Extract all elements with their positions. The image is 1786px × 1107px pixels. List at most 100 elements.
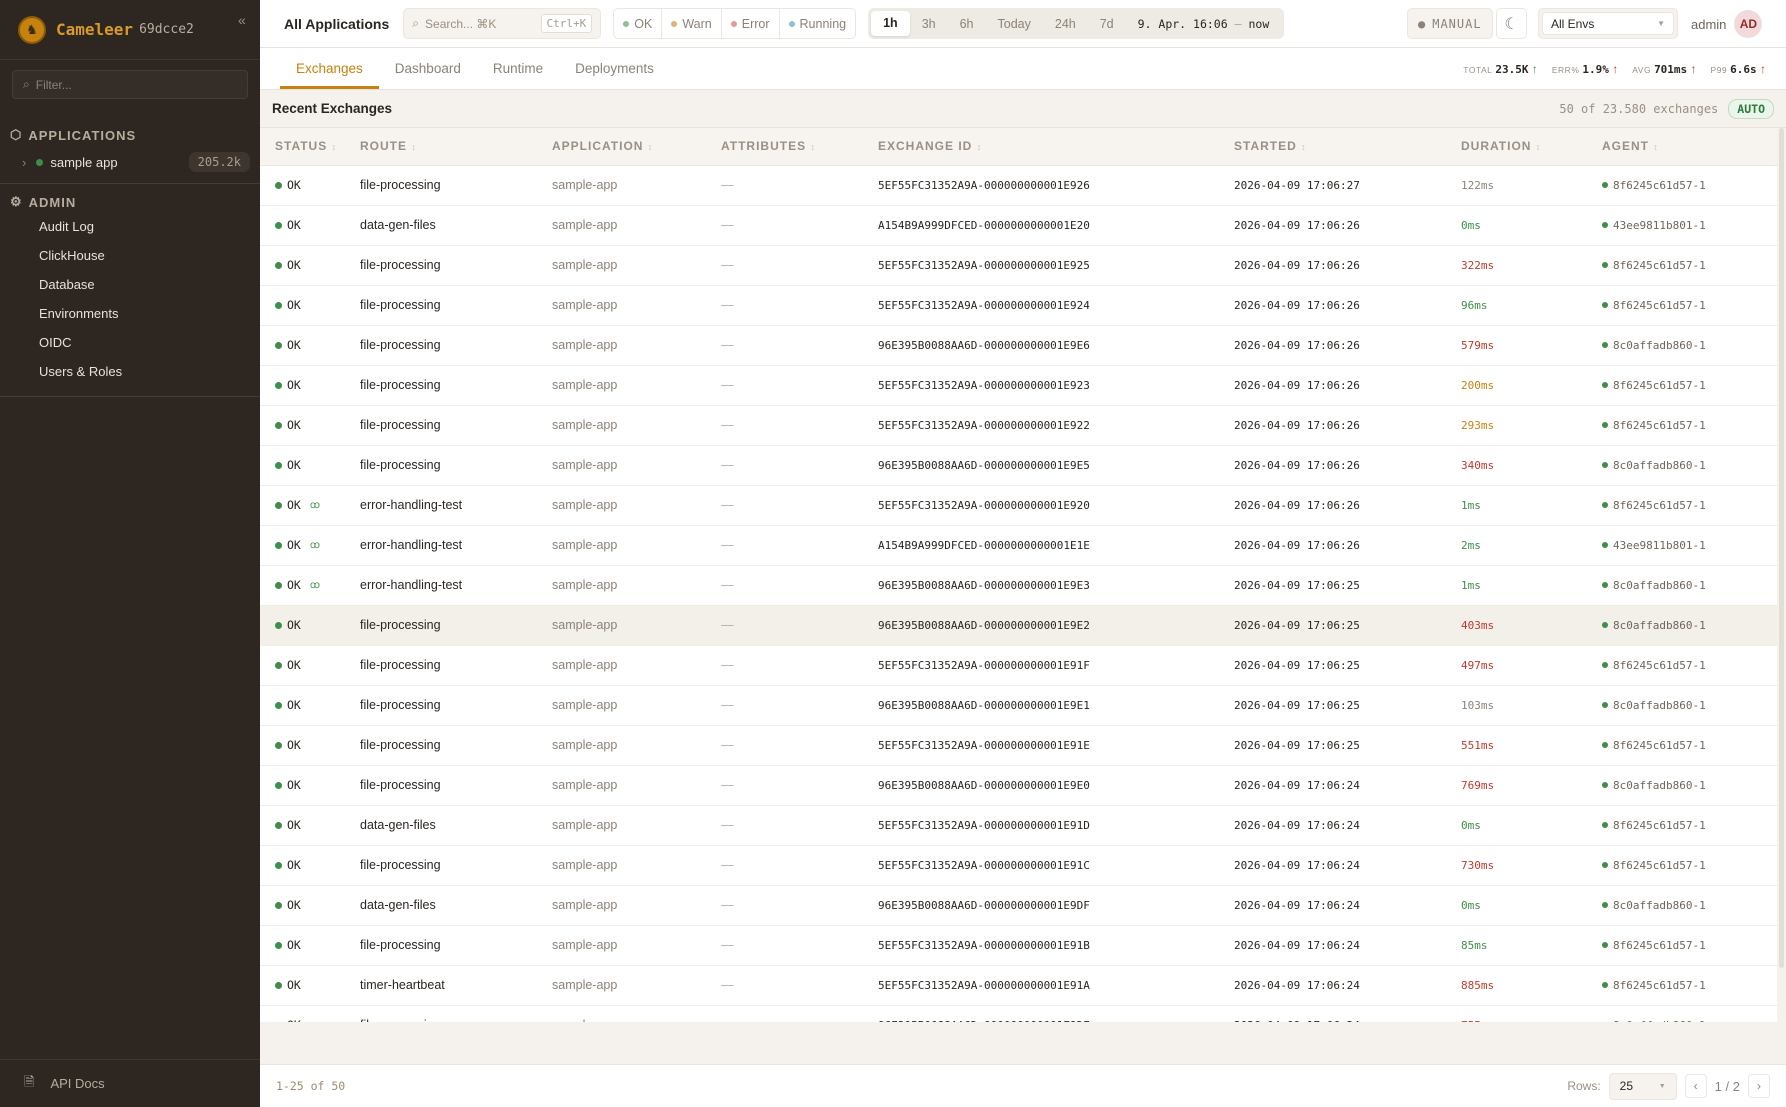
brand[interactable]: ♞ Cameleer 69dcce2: [0, 0, 260, 60]
status-filter-running[interactable]: Running: [780, 9, 856, 38]
table-row[interactable]: OK file-processing sample-app —5EF55FC31352…: [260, 365, 1777, 406]
chevron-right-icon[interactable]: ›: [22, 154, 27, 170]
auto-refresh-badge[interactable]: AUTO: [1728, 98, 1774, 119]
sidebar-item-oidc[interactable]: OIDC: [39, 335, 72, 350]
cell-status: OK: [260, 765, 345, 806]
table-scrollbar[interactable]: [1779, 128, 1784, 968]
sidebar-app-sample-app[interactable]: › sample app 205.2k: [22, 151, 250, 173]
table-row[interactable]: OK data-gen-files sample-app — A154B9A999DFC…: [260, 205, 1777, 246]
next-page-button[interactable]: ›: [1748, 1074, 1770, 1098]
document-icon: 🗎: [24, 1073, 35, 1089]
table-row[interactable]: OK data-gen-files sample-app —5EF55FC31352A…: [260, 805, 1777, 846]
time-range-6h[interactable]: 6h: [959, 16, 974, 31]
status-filter-warn[interactable]: Warn: [662, 9, 722, 38]
avatar[interactable]: AD: [1734, 10, 1763, 38]
custom-range[interactable]: 9. Apr. 16:06 – now: [1126, 17, 1282, 31]
prev-page-button[interactable]: ‹: [1684, 1074, 1707, 1098]
tab-runtime[interactable]: Runtime: [492, 61, 544, 76]
table-row[interactable]: OK file-processingsample-app—96E395B0088A…: [260, 1005, 1777, 1022]
column-header-route[interactable]: ROUTE ↕: [345, 128, 537, 166]
column-header-status[interactable]: STATUS ↕: [260, 128, 345, 166]
agent-name: 43ee9811b801-1: [1613, 218, 1706, 232]
table-row[interactable]: OK file-processing sample-app —5EF55FC31352…: [260, 925, 1777, 966]
column-header-attributes[interactable]: ATTRIBUTES ↕: [706, 128, 863, 166]
admin-section[interactable]: ⚙ ADMIN: [0, 184, 260, 210]
table-row[interactable]: OK ꝏ error-handling-test sample-app —96E395B…: [260, 565, 1777, 606]
column-header-agent[interactable]: AGENT ↕: [1587, 128, 1777, 166]
table-row[interactable]: OK file-processing sample-app —5EF55FC31352…: [260, 165, 1777, 206]
collapse-sidebar-icon[interactable]: «: [238, 12, 246, 28]
search-input[interactable]: ⌕ Search... ⌘K Ctrl+K: [403, 8, 602, 39]
sidebar-item-clickhouse[interactable]: ClickHouse: [39, 248, 105, 263]
status-dot-icon: [275, 901, 282, 909]
time-range-1h[interactable]: 1h: [871, 11, 910, 36]
cell-started: 2026-04-09 17:06:26: [1219, 365, 1446, 406]
column-header-duration[interactable]: DURATION ↕: [1446, 128, 1587, 166]
column-header-started[interactable]: STARTED ↕: [1219, 128, 1446, 166]
time-range-24h[interactable]: 24h: [1054, 16, 1076, 31]
table-row[interactable]: OK ꝏ error-handling-test sample-app — A154B9A…: [260, 525, 1777, 566]
admin-title: ADMIN: [28, 194, 77, 210]
cell-route: file-processing: [345, 445, 537, 486]
table-row[interactable]: OK file-processing sample-app —5EF55FC31352…: [260, 725, 1777, 766]
applications-section[interactable]: ⬡ APPLICATIONS: [0, 109, 260, 143]
time-range-3h[interactable]: 3h: [921, 16, 936, 31]
table-row[interactable]: OK data-gen-files sample-app —96E395B0088AA…: [260, 885, 1777, 926]
table-row[interactable]: OK file-processing sample-app —5EF55FC31352…: [260, 845, 1777, 886]
dot-icon: ●: [1418, 16, 1427, 31]
footprints-icon: ꝏ: [309, 499, 321, 511]
refresh-mode-button[interactable]: ● MANUAL: [1407, 8, 1493, 39]
cell-started: 2026-04-09 17:06:27: [1219, 165, 1446, 206]
brand-version: 69dcce2: [139, 22, 194, 37]
column-header-exchange-id[interactable]: EXCHANGE ID ↕: [863, 128, 1219, 166]
table-row[interactable]: OK file-processing sample-app —5EF55FC31352…: [260, 645, 1777, 686]
sidebar-item-audit-log[interactable]: Audit Log: [39, 219, 94, 234]
sidebar-item-environments[interactable]: Environments: [39, 306, 119, 321]
cell-attributes: —: [706, 685, 863, 726]
status-filter-ok[interactable]: OK: [614, 9, 663, 38]
theme-toggle-moon-icon[interactable]: ☾: [1496, 8, 1527, 39]
tab-exchanges[interactable]: Exchanges: [280, 48, 379, 89]
panel-header: Recent Exchanges 50 of 23.580 exchanges …: [260, 90, 1786, 128]
table-row[interactable]: OK file-processing sample-app —5EF55FC31352…: [260, 285, 1777, 326]
cell-duration: 322ms: [1446, 245, 1587, 286]
user-menu[interactable]: admin AD: [1691, 10, 1763, 38]
agent-status-dot-icon: [1602, 222, 1608, 228]
tab-dashboard[interactable]: Dashboard: [394, 61, 461, 76]
sidebar-item-users-roles[interactable]: Users & Roles: [39, 364, 123, 379]
cell-status: OK: [260, 605, 345, 646]
table-row[interactable]: OK file-processing sample-app —5EF55FC31352…: [260, 405, 1777, 446]
table-row[interactable]: OK timer-heartbeat sample-app —5EF55FC31352…: [260, 965, 1777, 1006]
cell-exchange-id: 5EF55FC31352A9A-000000000001E922: [863, 405, 1219, 446]
exchanges-table-container: STATUS ↕ ROUTE ↕ APPLICATION ↕ ATTRIBUTES ↕…: [260, 128, 1777, 1022]
cell-duration: 85ms: [1446, 925, 1587, 966]
cell-duration: 1ms: [1446, 485, 1587, 526]
cell-application: sample-app: [537, 525, 706, 566]
kpi-label: TOTAL: [1463, 64, 1493, 75]
time-range-today[interactable]: Today: [997, 16, 1031, 31]
time-range-7d[interactable]: 7d: [1099, 16, 1114, 31]
environment-select[interactable]: All Envs ▼: [1538, 8, 1678, 39]
table-row[interactable]: OK ꝏ error-handling-test sample-app —5EF55FC…: [260, 485, 1777, 526]
sidebar-item-database[interactable]: Database: [39, 277, 95, 292]
column-header-application[interactable]: APPLICATION ↕: [537, 128, 706, 166]
cell-route: file-processing: [345, 365, 537, 406]
agent-name: 8c0affadb860-1: [1613, 338, 1706, 352]
tab-deployments[interactable]: Deployments: [575, 61, 654, 76]
api-docs-link[interactable]: 🗎 API Docs: [0, 1059, 260, 1107]
agent-name: 8f6245c61d57-1: [1613, 418, 1706, 432]
sort-icon: ↕: [1301, 142, 1307, 153]
topbar: All Applications ⌕ Search... ⌘K Ctrl+K O…: [260, 0, 1786, 48]
status-text: OK: [287, 738, 301, 752]
sort-icon: ↕: [1535, 142, 1542, 153]
rows-per-page-select[interactable]: 25 ▼: [1608, 1072, 1677, 1100]
kpi-value: 701ms: [1654, 62, 1688, 76]
status-filter-error[interactable]: Error: [722, 9, 780, 38]
sidebar-filter-input[interactable]: ⌕ Filter...: [12, 70, 248, 99]
table-row[interactable]: OK file-processing sample-app —5EF55FC31352…: [260, 245, 1777, 286]
